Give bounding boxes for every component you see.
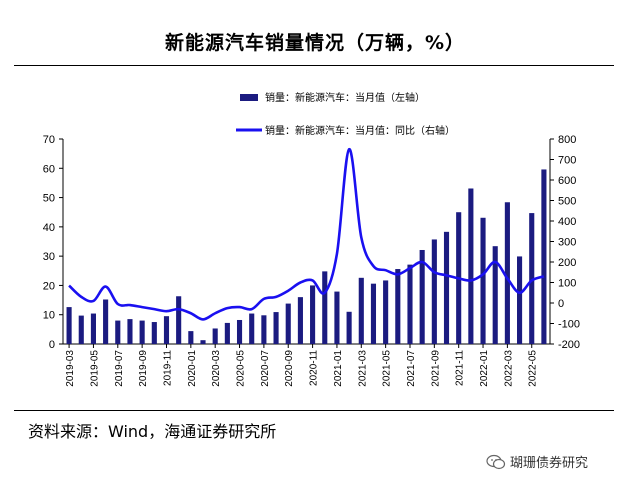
- right-tick-label: 800: [558, 134, 576, 146]
- right-tick-label: 100: [558, 278, 576, 290]
- x-tick-label: 2019-11: [162, 350, 173, 386]
- bar: [66, 307, 72, 344]
- bar: [443, 231, 450, 344]
- watermark-text: 瑚珊债券研究: [510, 456, 589, 471]
- top-divider: [14, 65, 614, 66]
- x-tick-label: 2020-11: [309, 350, 320, 386]
- x-tick-label: 2020-01: [187, 350, 198, 387]
- bar: [273, 312, 279, 344]
- bar: [346, 311, 352, 344]
- bar: [224, 322, 230, 344]
- bar: [370, 283, 377, 344]
- bar: [480, 217, 486, 344]
- bar: [322, 271, 328, 344]
- bar: [188, 331, 194, 344]
- x-tick-label: 2021-05: [382, 350, 393, 387]
- x-tick-label: 2022-03: [503, 350, 514, 387]
- legend-line-label: 销量：新能源汽车：当月值：同比（右轴）: [265, 124, 455, 137]
- bar: [249, 313, 255, 344]
- x-tick-label: 2020-05: [236, 350, 247, 387]
- x-tick-label: 2021-09: [430, 350, 441, 387]
- bar: [163, 316, 170, 344]
- right-tick-label: 0: [558, 298, 564, 310]
- bar: [504, 202, 510, 344]
- x-tick-label: 2019-05: [89, 350, 100, 387]
- bar: [115, 320, 121, 344]
- legend-bar-swatch: [240, 94, 258, 101]
- bar: [236, 319, 243, 344]
- right-tick-label: 300: [558, 237, 576, 249]
- right-tick-label: 400: [558, 216, 576, 228]
- bar: [212, 328, 218, 344]
- left-tick-label: 0: [49, 339, 55, 351]
- x-tick-label: 2019-07: [114, 350, 125, 387]
- bar: [151, 322, 157, 344]
- bar: [419, 249, 425, 344]
- bar: [200, 340, 206, 344]
- bar: [90, 313, 96, 344]
- bar-series: [66, 169, 547, 344]
- left-tick-label: 10: [43, 310, 55, 322]
- legend-bar-label: 销量：新能源汽车：当月值（左轴）: [265, 91, 425, 104]
- bar: [78, 315, 84, 344]
- x-tick-label: 2020-07: [260, 350, 271, 387]
- x-tick-label: 2022-05: [528, 350, 539, 387]
- right-tick-label: 500: [558, 196, 576, 208]
- yoy-line: [68, 147, 545, 321]
- left-tick-label: 30: [43, 251, 55, 263]
- legend: 销量：新能源汽车：当月值（左轴） 销量：新能源汽车：当月值：同比（右轴）: [236, 91, 455, 137]
- combo-chart: 销量：新能源汽车：当月值（左轴） 销量：新能源汽车：当月值：同比（右轴） 0 10…: [43, 91, 580, 387]
- bar: [517, 256, 523, 344]
- bar: [261, 315, 267, 344]
- bar: [358, 277, 364, 344]
- left-tick-label: 60: [43, 163, 55, 175]
- bar: [139, 320, 145, 344]
- x-tick-label: 2020-09: [284, 350, 295, 387]
- left-tick-label: 40: [43, 222, 55, 234]
- axes: [62, 139, 551, 345]
- x-tick-label: 2021-03: [357, 350, 368, 387]
- bar: [541, 169, 547, 344]
- left-tick-label: 70: [43, 134, 55, 146]
- bar: [383, 280, 389, 344]
- right-axis-ticks: -200 -100 0 100 200 300 400 500 600 700 800: [550, 134, 580, 351]
- x-axis-ticks: 2019-03 2019-05 2019-07 2019-09 2019-11 2020-…: [65, 344, 539, 387]
- x-tick-label: 2021-11: [455, 350, 466, 386]
- left-tick-label: 50: [43, 193, 55, 205]
- bar: [297, 297, 303, 344]
- bar: [310, 285, 316, 344]
- bar: [334, 291, 340, 344]
- bottom-divider: [14, 410, 614, 411]
- watermark: 瑚珊债券研究: [486, 452, 588, 471]
- x-tick-label: 2020-03: [211, 350, 222, 387]
- chart-title: 新能源汽车销量情况（万辆，%）: [164, 32, 466, 54]
- x-tick-label: 2021-07: [406, 350, 417, 387]
- source-note: 资料来源：Wind，海通证券研究所: [28, 422, 277, 441]
- left-tick-label: 20: [43, 280, 55, 292]
- bar: [407, 264, 413, 344]
- right-tick-label: 600: [558, 175, 576, 187]
- left-axis-ticks: 0 10 20 30 40 50 60 70: [43, 134, 63, 351]
- wechat-icon: [486, 454, 506, 469]
- bar: [395, 269, 401, 344]
- bar: [285, 303, 291, 344]
- x-tick-label: 2019-03: [65, 350, 76, 387]
- x-tick-label: 2022-01: [479, 350, 490, 387]
- bar: [492, 246, 498, 344]
- bar: [431, 239, 437, 344]
- bar: [529, 213, 535, 344]
- bar: [468, 188, 474, 344]
- line-series: [68, 147, 545, 321]
- x-tick-label: 2021-01: [333, 350, 344, 387]
- right-tick-label: 200: [558, 257, 576, 269]
- bar: [176, 296, 182, 344]
- bar: [127, 319, 133, 344]
- right-tick-label: -100: [558, 319, 580, 331]
- x-tick-label: 2019-09: [138, 350, 149, 387]
- right-tick-label: -200: [558, 339, 580, 351]
- bar: [103, 299, 109, 344]
- right-tick-label: 700: [558, 155, 576, 167]
